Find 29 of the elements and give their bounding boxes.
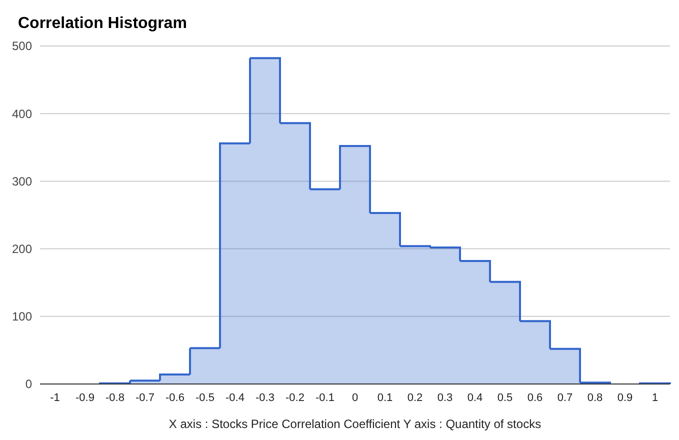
y-tick-label: 300 (12, 174, 32, 188)
x-tick-label: 0.5 (497, 392, 513, 404)
y-tick-label: 100 (12, 310, 32, 324)
x-tick-label: -0.4 (226, 392, 244, 404)
x-tick-label: -0.7 (136, 392, 154, 404)
x-tick-label: 0 (352, 392, 358, 404)
x-axis-title: X axis : Stocks Price Correlation Coefficient Y axis : Quantity of stocks (168, 417, 542, 431)
x-tick-label: 0.7 (557, 392, 573, 404)
x-tick-label: -0.6 (166, 392, 184, 404)
x-tick-label: -0.1 (316, 392, 334, 404)
x-tick-label: -0.2 (286, 392, 304, 404)
x-tick-label: 0.8 (587, 392, 603, 404)
x-tick-label: -0.9 (76, 392, 94, 404)
x-tick-label: 0.9 (617, 392, 633, 404)
y-tick-label: 400 (12, 106, 32, 121)
y-tick-label: 500 (12, 39, 32, 54)
x-tick-label: -0.8 (106, 392, 124, 404)
y-tick-label: 200 (12, 242, 32, 256)
x-tick-label: 0.3 (437, 392, 453, 404)
x-tick-label: -0.3 (256, 392, 274, 404)
x-tick-label: 0.4 (467, 392, 483, 404)
y-tick-label: 0 (25, 377, 32, 392)
x-tick-label: -0.5 (196, 392, 214, 404)
x-tick-label: 0.6 (527, 392, 543, 404)
x-tick-label: 0.2 (407, 392, 423, 404)
x-tick-label: -1 (50, 392, 60, 404)
x-tick-label: 1 (652, 392, 658, 404)
chart-title: Correlation Histogram (18, 15, 187, 32)
x-tick-label: 0.1 (377, 392, 393, 404)
